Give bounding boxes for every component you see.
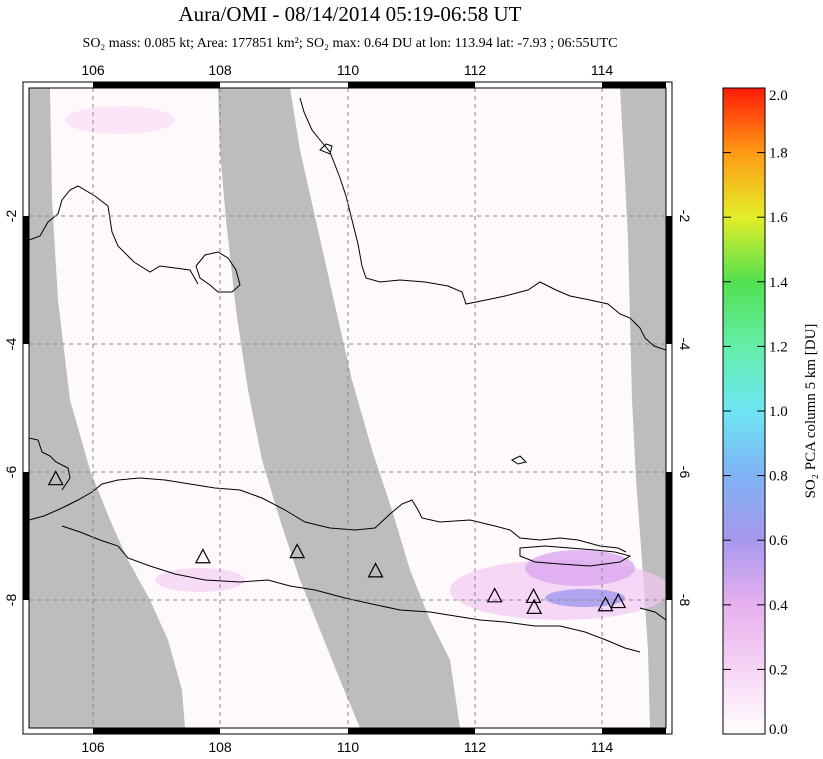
coast-sumatra-east [29, 185, 199, 285]
lat-label-right-8: -8 [677, 594, 693, 607]
frame-outer [22, 81, 673, 735]
so2-patch-north [65, 106, 175, 134]
colorbar-tick-label-8: 1.6 [769, 210, 788, 226]
lon-labels-top: 106 108 110 112 114 [81, 62, 613, 78]
colorbar-tick-label-0: 0.0 [769, 722, 788, 738]
volcano-marker-4 [367, 562, 384, 578]
colorbar-tick-label-2: 0.4 [769, 598, 788, 614]
coast-island-b [511, 455, 527, 465]
volcano-markers [47, 470, 627, 614]
lat-label-left-2: -2 [3, 210, 19, 223]
coast-borneo [299, 97, 666, 351]
coast-island-a [319, 143, 333, 155]
lon-label-top-114: 114 [591, 62, 614, 78]
lon-label-bottom-114: 114 [591, 739, 614, 755]
no-data-swath-east [620, 88, 666, 728]
lon-label-bottom-110: 110 [337, 739, 360, 755]
frame-bottom-seg-3 [602, 728, 666, 734]
colorbar-ticks: 0.0 0.2 0.4 0.6 0.8 1.0 1.2 1.4 1.6 1.8 2.0 [723, 87, 788, 738]
coast-java-north [29, 477, 627, 553]
frame-top-seg-1 [93, 82, 220, 88]
colorbar-tick-label-7: 1.4 [769, 275, 788, 291]
frame-top-seg-2 [348, 82, 475, 88]
colorbar-tick-label-10: 2.0 [769, 88, 788, 104]
lat-label-left-4: -4 [3, 338, 19, 351]
lon-label-bottom-112: 112 [464, 739, 487, 755]
lon-label-top-112: 112 [464, 62, 487, 78]
frame-bottom-seg-1 [93, 728, 220, 734]
colorbar-tick-label-9: 1.8 [769, 146, 788, 162]
lat-label-right-2: -2 [677, 210, 693, 223]
volcano-marker-3 [289, 543, 306, 559]
volcano-marker-9 [610, 592, 627, 609]
graticule [29, 88, 666, 728]
coast-madura [519, 545, 632, 567]
colorbar-label: SO₂ PCA column 5 km [DU] [803, 324, 819, 499]
coast-java-south [61, 525, 641, 653]
coast-bali [639, 607, 666, 621]
lat-label-right-4: -4 [677, 338, 693, 351]
lon-label-top-108: 108 [208, 62, 232, 78]
frame-top-seg-3 [602, 82, 666, 88]
colorbar-tick-label-3: 0.6 [769, 533, 788, 549]
volcano-marker-2 [194, 548, 211, 564]
lon-label-top-110: 110 [337, 62, 360, 78]
coastlines [29, 97, 666, 653]
map-title: Aura/OMI - 08/14/2014 05:19-06:58 UT [178, 2, 522, 26]
colorbar-tick-label-5: 1.0 [769, 404, 788, 420]
no-data-swath-center [218, 88, 460, 728]
volcano-marker-5 [486, 587, 503, 603]
frame-left-seg-2 [23, 472, 29, 600]
lat-labels-right: -2 -4 -6 -8 [677, 210, 693, 607]
lon-label-bottom-106: 106 [81, 739, 105, 755]
lon-labels-bottom: 106 108 110 112 114 [81, 739, 613, 755]
frame-right-seg-1 [666, 216, 672, 344]
volcano-marker-7 [526, 598, 543, 614]
lat-label-left-8: -8 [3, 594, 19, 607]
so2-patch-mid [525, 550, 635, 586]
map-frame [22, 81, 673, 735]
lon-label-top-106: 106 [81, 62, 105, 78]
no-data-swaths [29, 88, 666, 728]
volcano-marker-1 [47, 470, 64, 486]
colorbar: 0.0 0.2 0.4 0.6 0.8 1.0 1.2 1.4 1.6 1.8 2.0 SO₂ PC… [722, 87, 819, 738]
lon-label-bottom-108: 108 [208, 739, 232, 755]
lat-labels-left: -2 -4 -6 -8 [3, 210, 19, 607]
lat-label-right-6: -6 [677, 466, 693, 479]
no-data-swath-west [29, 88, 185, 728]
colorbar-tick-label-4: 0.8 [769, 469, 788, 485]
map-subtitle: SO₂ mass: 0.085 kt; Area: 177851 km²; SO… [82, 36, 618, 51]
colorbar-tick-label-1: 0.2 [769, 662, 788, 678]
lat-label-left-6: -6 [3, 466, 19, 479]
colorbar-tick-label-6: 1.2 [769, 339, 788, 355]
volcano-marker-8 [597, 596, 614, 612]
frame-bottom-seg-2 [348, 728, 475, 734]
so2-patch-max [545, 589, 625, 607]
coast-bangka [195, 251, 241, 293]
frame-inner [28, 87, 667, 729]
frame-left-seg-1 [23, 216, 29, 344]
frame-right-seg-2 [666, 472, 672, 600]
coast-sumatra-south [29, 437, 71, 491]
